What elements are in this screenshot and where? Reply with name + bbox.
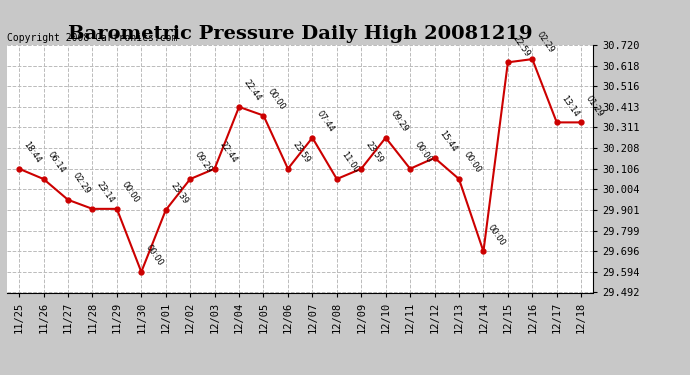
Text: 00:00: 00:00 xyxy=(413,140,434,165)
Text: 23:14: 23:14 xyxy=(95,180,117,205)
Text: 00:00: 00:00 xyxy=(144,243,165,268)
Text: 23:59: 23:59 xyxy=(290,140,312,165)
Text: 09:29: 09:29 xyxy=(388,109,409,134)
Text: 22:44: 22:44 xyxy=(241,78,263,103)
Text: 00:00: 00:00 xyxy=(462,150,483,175)
Text: 15:44: 15:44 xyxy=(437,129,458,154)
Text: 23:39: 23:39 xyxy=(168,181,190,206)
Text: 02:29: 02:29 xyxy=(535,30,556,55)
Text: 00:00: 00:00 xyxy=(119,180,141,205)
Text: 23:59: 23:59 xyxy=(364,140,385,165)
Text: Copyright 2008 Cartronics.com: Copyright 2008 Cartronics.com xyxy=(7,33,177,42)
Text: 13:14: 13:14 xyxy=(560,93,580,118)
Text: 00:00: 00:00 xyxy=(266,87,287,111)
Text: 07:44: 07:44 xyxy=(315,109,336,134)
Text: 02:29: 02:29 xyxy=(71,171,92,196)
Text: 09:29: 09:29 xyxy=(193,150,214,175)
Text: 18:44: 18:44 xyxy=(22,140,43,165)
Text: 06:14: 06:14 xyxy=(46,150,68,175)
Text: 22:59: 22:59 xyxy=(511,33,531,58)
Text: 00:00: 00:00 xyxy=(486,223,507,247)
Title: Barometric Pressure Daily High 20081219: Barometric Pressure Daily High 20081219 xyxy=(68,26,533,44)
Text: 22:44: 22:44 xyxy=(217,140,238,165)
Text: 11:00: 11:00 xyxy=(339,150,361,175)
Text: 01:29: 01:29 xyxy=(584,94,605,118)
